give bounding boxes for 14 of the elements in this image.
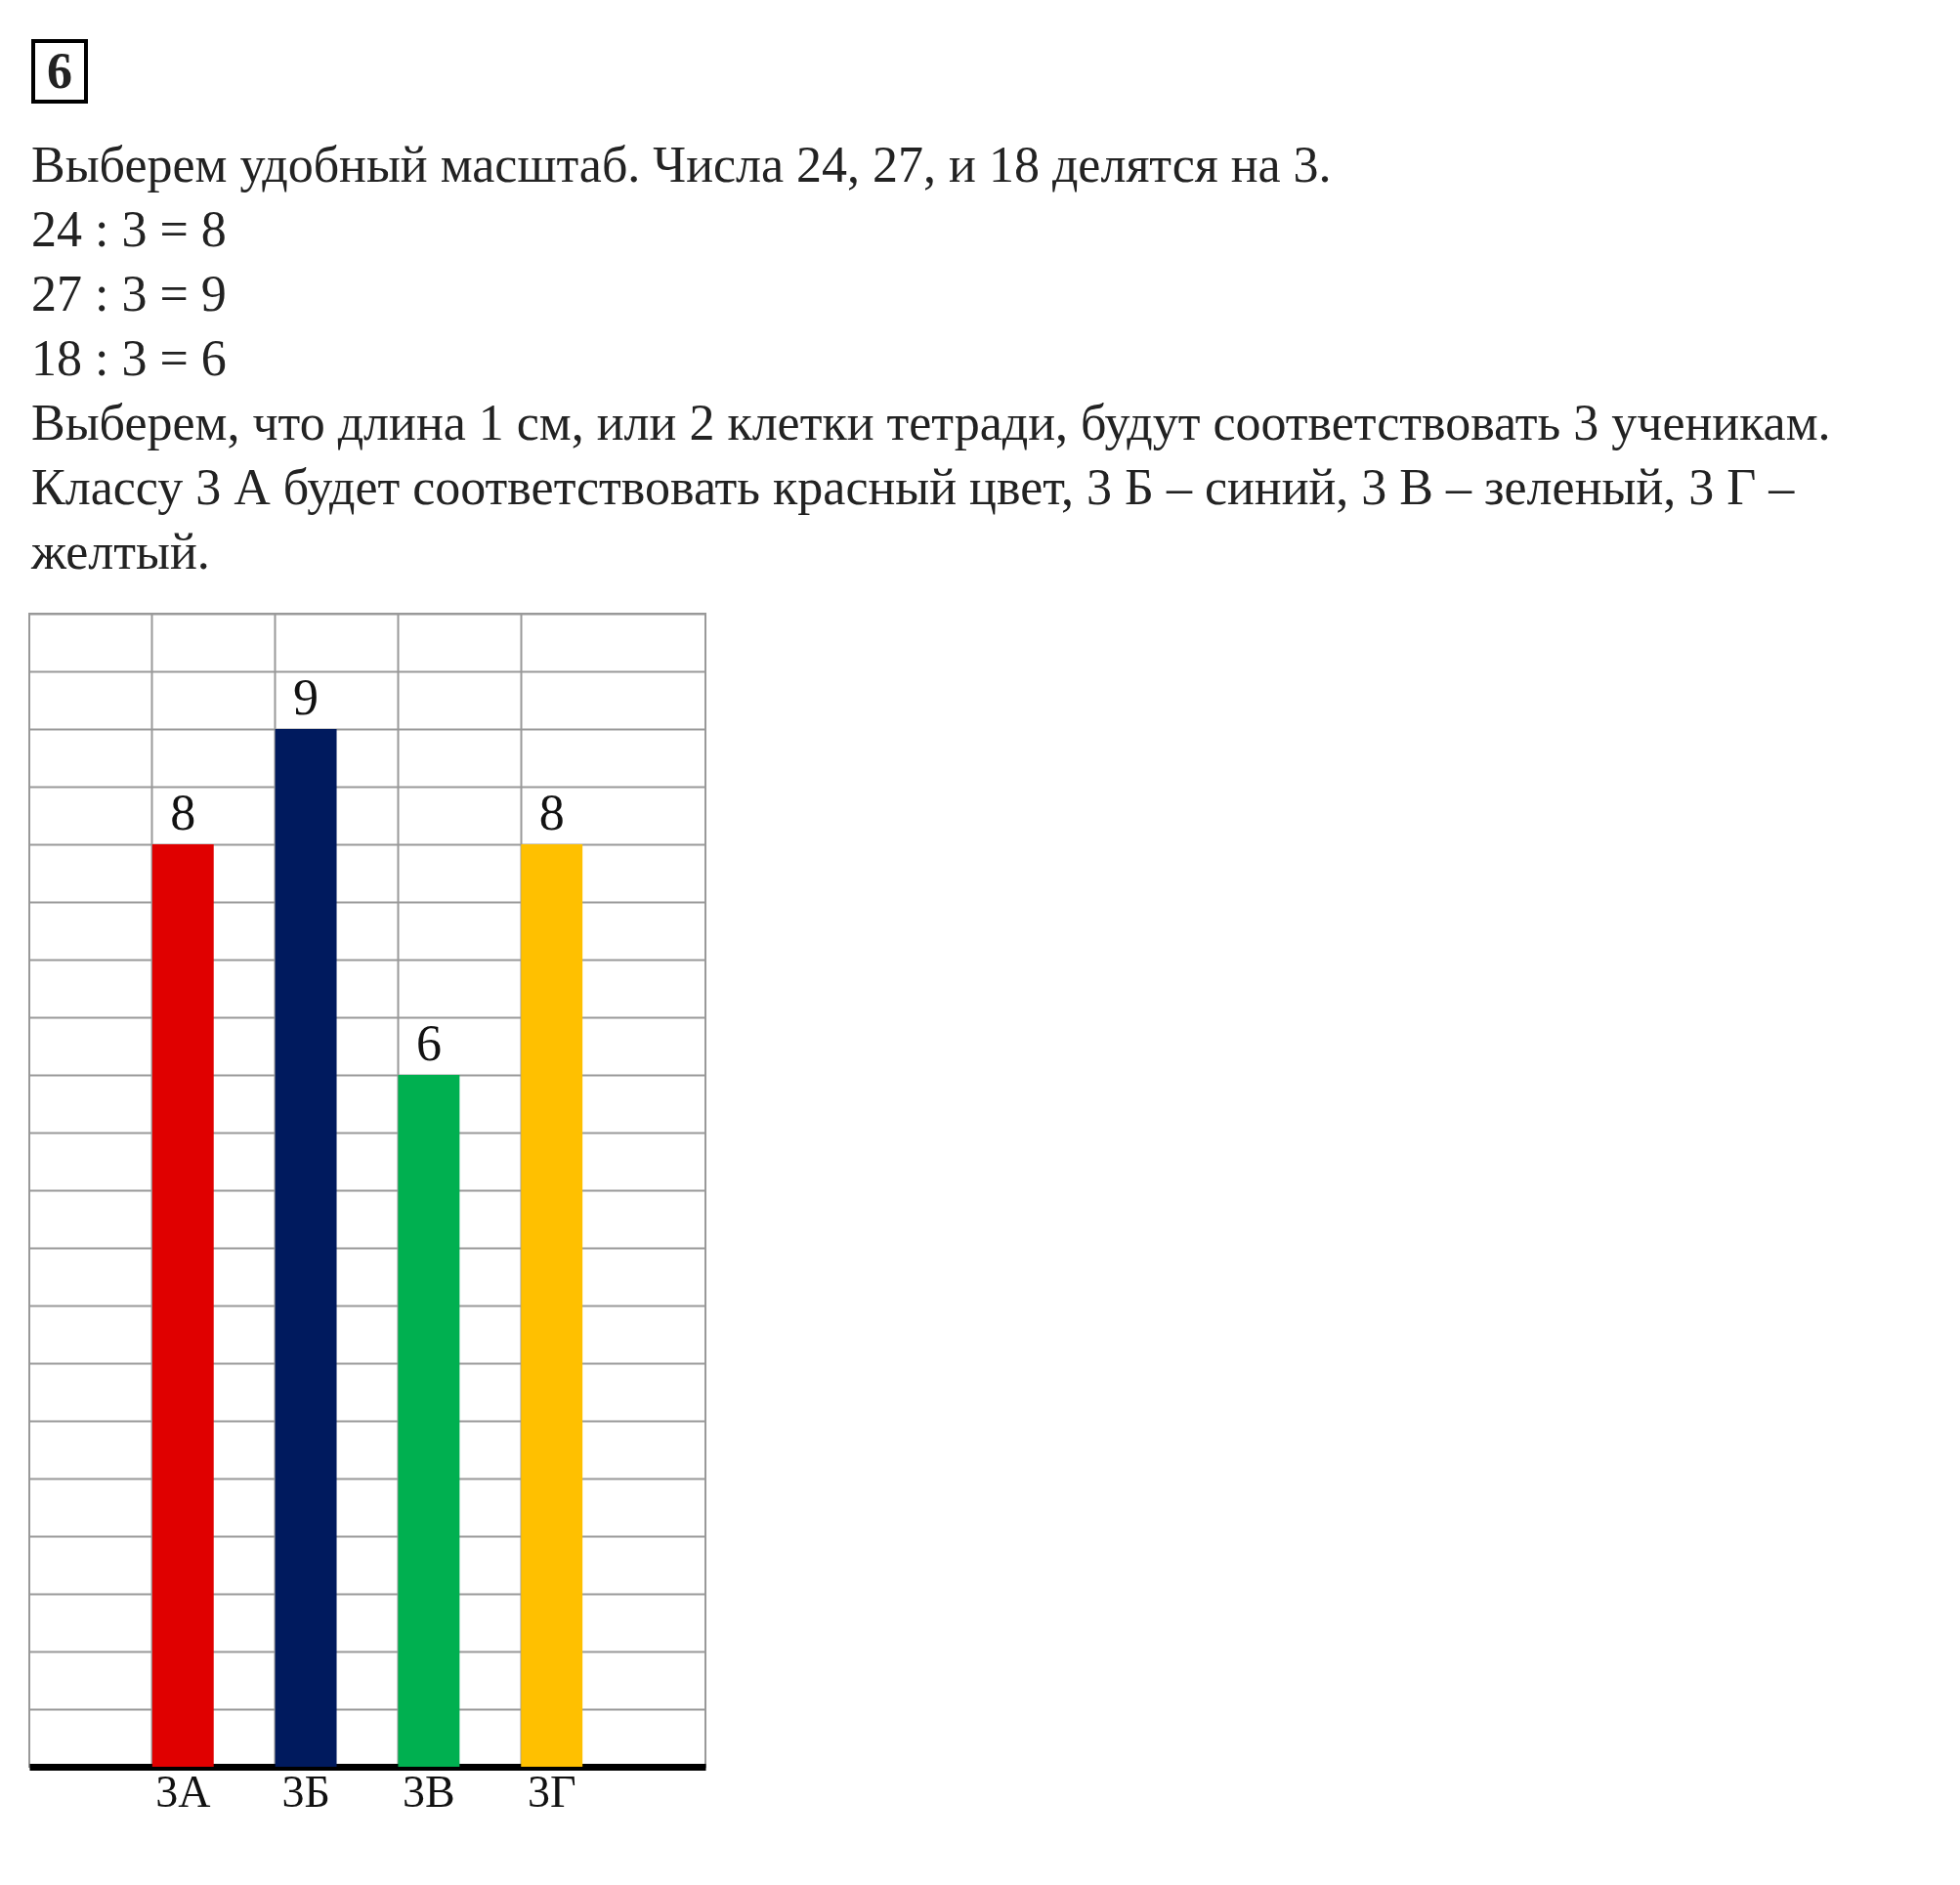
text: Выберем, что длина 1 см, или 2 клетки тетради, будут соответствовать 3 ученикам. Классу 3 А будет соответствовать красный цвет, 3 Б – синий, 3 В – зеленый, 3 Г – желтый. (31, 394, 1832, 581)
x-tick-label: 3А (155, 1766, 211, 1817)
text: Выберем удобный масштаб. Числа 24, 27, и 18 делятся на 3. (31, 136, 1333, 194)
x-tick-label: 3В (403, 1766, 455, 1817)
data-label: 8 (538, 785, 565, 840)
data-label: 6 (415, 1015, 442, 1071)
text: 24 : 3 = 8 (31, 200, 228, 259)
x-tick-label: 3Г (527, 1766, 576, 1817)
data-label: 8 (170, 785, 196, 840)
text: 18 : 3 = 6 (31, 329, 228, 388)
x-tick-label: 3Б (281, 1766, 330, 1817)
text: 27 : 3 = 9 (31, 265, 228, 323)
data-label: 9 (293, 669, 320, 725)
text: 6 (31, 39, 88, 104)
